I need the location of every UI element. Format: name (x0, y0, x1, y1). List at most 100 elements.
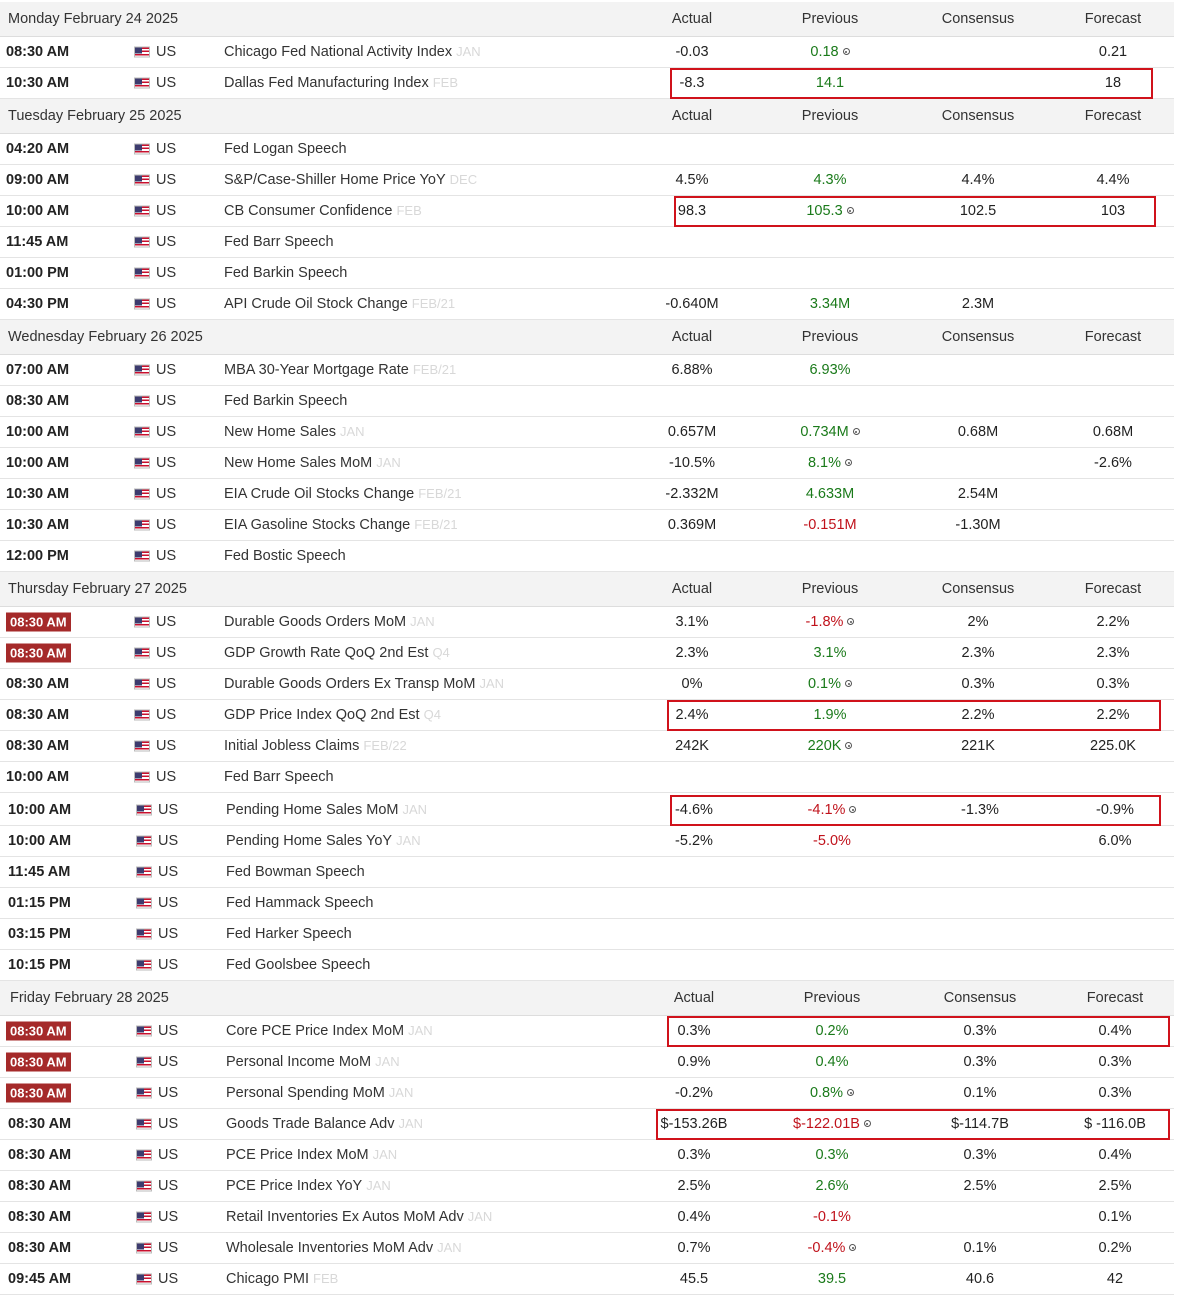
event-row[interactable]: 12:00 PM US Fed Bostic Speech (0, 541, 1174, 572)
event-row[interactable]: 04:30 PM US API Crude Oil Stock Change FEB/… (0, 289, 1174, 320)
event-name-link[interactable]: Fed Harker Speech (226, 926, 352, 942)
event-name-link[interactable]: PCE Price Index YoY JAN (226, 1178, 391, 1194)
value-actual: -4.6% (675, 802, 713, 818)
event-time: 08:30 AM (6, 643, 71, 663)
event-name-link[interactable]: Fed Goolsbee Speech (226, 957, 370, 973)
event-name-link[interactable]: Pending Home Sales YoY JAN (226, 833, 421, 849)
event-name-link[interactable]: Fed Barr Speech (224, 234, 334, 250)
event-name-link[interactable]: New Home Sales MoM JAN (224, 455, 401, 471)
us-flag-icon (134, 174, 150, 186)
event-name-link[interactable]: Personal Spending MoM JAN (226, 1085, 413, 1101)
event-name: Retail Inventories Ex Autos MoM Adv (226, 1209, 464, 1225)
event-name-link[interactable]: EIA Crude Oil Stocks Change FEB/21 (224, 486, 462, 502)
event-row[interactable]: 10:00 AM US New Home Sales MoM JAN -10.5% 8.1… (0, 448, 1174, 479)
event-name-link[interactable]: Fed Barkin Speech (224, 393, 347, 409)
event-row[interactable]: 11:45 AM US Fed Barr Speech (0, 227, 1174, 258)
event-name-link[interactable]: API Crude Oil Stock Change FEB/21 (224, 296, 455, 312)
event-row[interactable]: 03:15 PM US Fed Harker Speech (0, 919, 1174, 950)
value-actual: 242K (675, 738, 709, 754)
event-name-link[interactable]: Fed Hammack Speech (226, 895, 373, 911)
event-row[interactable]: 08:30 AM US Personal Spending MoM JAN -0.2% 0… (0, 1078, 1174, 1109)
us-flag-icon (136, 1087, 152, 1099)
event-time: 10:00 AM (8, 833, 72, 849)
event-name-link[interactable]: Durable Goods Orders MoM JAN (224, 614, 435, 630)
event-period: FEB (432, 75, 459, 90)
event-name-link[interactable]: Dallas Fed Manufacturing Index FEB (224, 75, 458, 91)
event-row[interactable]: 08:30 AM US Wholesale Inventories MoM Adv J… (0, 1233, 1174, 1264)
event-name-link[interactable]: New Home Sales JAN (224, 424, 365, 440)
event-name-link[interactable]: Pending Home Sales MoM JAN (226, 802, 427, 818)
event-time: 04:30 PM (6, 296, 69, 312)
event-row[interactable]: 10:30 AM US Dallas Fed Manufacturing Index… (0, 68, 1174, 99)
event-period: JAN (376, 455, 401, 470)
event-row[interactable]: 08:30 AM US Initial Jobless Claims FEB/22 24… (0, 731, 1174, 762)
event-name: Chicago Fed National Activity Index (224, 44, 453, 60)
event-row[interactable]: 10:00 AM US CB Consumer Confidence FEB 98.3 1… (0, 196, 1174, 227)
event-period: Q4 (423, 707, 441, 722)
event-row[interactable]: 08:30 AM US Core PCE Price Index MoM JAN 0.3… (0, 1016, 1174, 1047)
event-row[interactable]: 10:15 PM US Fed Goolsbee Speech (0, 950, 1174, 981)
event-row[interactable]: 08:30 AM US Durable Goods Orders Ex Transp… (0, 669, 1174, 700)
event-name-link[interactable]: Wholesale Inventories MoM Adv JAN (226, 1240, 462, 1256)
event-row[interactable]: 11:45 AM US Fed Bowman Speech (0, 857, 1174, 888)
event-row[interactable]: 10:30 AM US EIA Gasoline Stocks Change FEB/… (0, 510, 1174, 541)
event-row[interactable]: 08:30 AM US Durable Goods Orders MoM JAN 3.1… (0, 607, 1174, 638)
event-name-link[interactable]: Initial Jobless Claims FEB/22 (224, 738, 407, 754)
event-name-link[interactable]: PCE Price Index MoM JAN (226, 1147, 397, 1163)
event-time: 07:00 AM (6, 362, 70, 378)
event-name-link[interactable]: CB Consumer Confidence FEB (224, 203, 422, 219)
us-flag-icon (136, 897, 152, 909)
event-row[interactable]: 10:30 AM US EIA Crude Oil Stocks Change FEB… (0, 479, 1174, 510)
event-row[interactable]: 08:30 AM US PCE Price Index YoY JAN 2.5% 2.6%… (0, 1171, 1174, 1202)
event-row[interactable]: 08:30 AM US Chicago Fed National Activity … (0, 37, 1174, 68)
event-name-link[interactable]: GDP Price Index QoQ 2nd Est Q4 (224, 707, 441, 723)
event-name: Core PCE Price Index MoM (226, 1023, 405, 1039)
event-time: 08:30 AM (6, 1083, 71, 1103)
event-row[interactable]: 08:30 AM US Fed Barkin Speech (0, 386, 1174, 417)
event-name-link[interactable]: S&P/Case-Shiller Home Price YoY DEC (224, 172, 477, 188)
day-header: Thursday February 27 2025 Actual Previous C… (0, 572, 1174, 607)
event-name-link[interactable]: Personal Income MoM JAN (226, 1054, 400, 1070)
event-row[interactable]: 10:00 AM US Fed Barr Speech (0, 762, 1174, 793)
event-name-link[interactable]: Fed Bowman Speech (226, 864, 365, 880)
event-name-link[interactable]: Goods Trade Balance Adv JAN (226, 1116, 423, 1132)
event-name: Durable Goods Orders Ex Transp MoM (224, 676, 476, 692)
event-row[interactable]: 10:00 AM US New Home Sales JAN 0.657M 0.734M 0… (0, 417, 1174, 448)
revised-icon (845, 680, 853, 687)
event-name-link[interactable]: Durable Goods Orders Ex Transp MoM JAN (224, 676, 504, 692)
event-country: US (156, 296, 177, 312)
event-row[interactable]: 09:45 AM US Chicago PMI FEB 45.5 39.5 40.6 42 (0, 1264, 1174, 1295)
event-row[interactable]: 08:30 AM US PCE Price Index MoM JAN 0.3% 0.3%… (0, 1140, 1174, 1171)
event-name-link[interactable]: EIA Gasoline Stocks Change FEB/21 (224, 517, 458, 533)
event-name-link[interactable]: Fed Logan Speech (224, 141, 347, 157)
event-row[interactable]: 10:00 AM US Pending Home Sales MoM JAN -4.6%… (0, 795, 1174, 826)
us-flag-icon (136, 959, 152, 971)
event-row[interactable]: 08:30 AM US GDP Growth Rate QoQ 2nd Est Q4 2… (0, 638, 1174, 669)
event-row[interactable]: 07:00 AM US MBA 30-Year Mortgage Rate FEB/2… (0, 355, 1174, 386)
event-time: 08:30 AM (8, 1147, 72, 1163)
event-name-link[interactable]: Core PCE Price Index MoM JAN (226, 1023, 433, 1039)
event-row[interactable]: 01:00 PM US Fed Barkin Speech (0, 258, 1174, 289)
event-name: Dallas Fed Manufacturing Index (224, 75, 429, 91)
event-row[interactable]: 08:30 AM US GDP Price Index QoQ 2nd Est Q4 2… (0, 700, 1174, 731)
event-row[interactable]: 10:00 AM US Pending Home Sales YoY JAN -5.2%… (0, 826, 1174, 857)
event-name-link[interactable]: Chicago PMI FEB (226, 1271, 338, 1287)
event-row[interactable]: 08:30 AM US Personal Income MoM JAN 0.9% 0.4%… (0, 1047, 1174, 1078)
event-name-link[interactable]: GDP Growth Rate QoQ 2nd Est Q4 (224, 645, 450, 661)
day-title: Monday February 24 2025 (8, 11, 179, 27)
event-name-link[interactable]: Chicago Fed National Activity Index JAN (224, 44, 481, 60)
event-name-link[interactable]: Fed Barr Speech (224, 769, 334, 785)
event-row[interactable]: 04:20 AM US Fed Logan Speech (0, 134, 1174, 165)
event-name-link[interactable]: MBA 30-Year Mortgage Rate FEB/21 (224, 362, 456, 378)
event-row[interactable]: 09:00 AM US S&P/Case-Shiller Home Price Yo… (0, 165, 1174, 196)
event-name-link[interactable]: Fed Bostic Speech (224, 548, 346, 564)
event-name-link[interactable]: Retail Inventories Ex Autos MoM Adv JAN (226, 1209, 492, 1225)
us-flag-icon (134, 364, 150, 376)
event-row[interactable]: 01:15 PM US Fed Hammack Speech (0, 888, 1174, 919)
event-name: Initial Jobless Claims (224, 738, 360, 754)
event-name-link[interactable]: Fed Barkin Speech (224, 265, 347, 281)
event-row[interactable]: 08:30 AM US Retail Inventories Ex Autos Mo… (0, 1202, 1174, 1233)
event-row[interactable]: 08:30 AM US Goods Trade Balance Adv JAN $-15… (0, 1109, 1174, 1140)
value-actual: 0.9% (677, 1054, 711, 1070)
value-previous: -4.1% (782, 802, 882, 818)
